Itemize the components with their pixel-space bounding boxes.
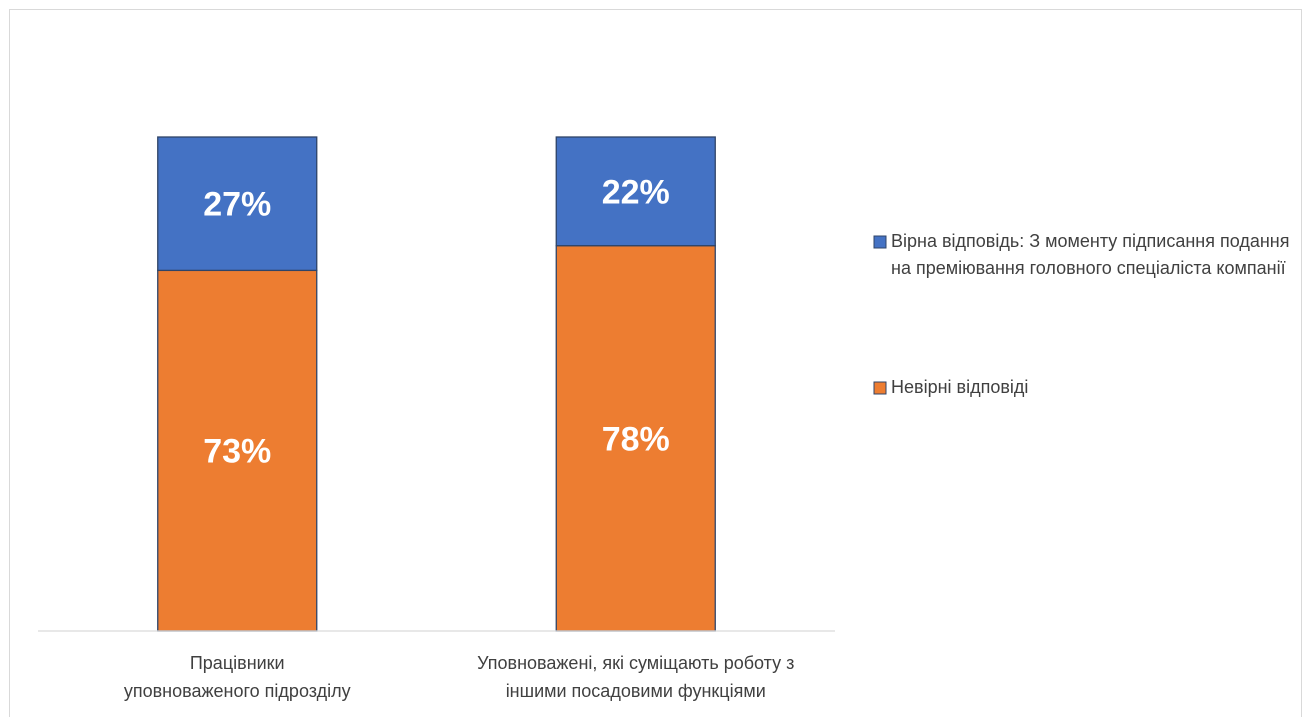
data-label: 27%	[203, 186, 271, 224]
x-tick-label: уповноваженого підрозділу	[124, 681, 351, 701]
x-tick-label: Уповноважені, які суміщають роботу з	[477, 653, 794, 673]
legend-swatch	[873, 381, 887, 395]
data-label: 78%	[602, 420, 670, 458]
bar-segment	[555, 136, 716, 247]
legend-line: на преміювання головного спеціаліста ком…	[891, 258, 1286, 278]
bar-segment	[157, 269, 318, 632]
legend-line: Вірна відповідь: З моменту підписання по…	[891, 231, 1289, 251]
x-tick-label: Працівники	[190, 653, 285, 673]
data-label: 22%	[602, 173, 670, 211]
data-label: 73%	[203, 433, 271, 471]
legend-label: Вірна відповідь: З моменту підписання по…	[891, 231, 1289, 278]
legend-swatch	[873, 235, 887, 249]
bar-segment	[555, 245, 716, 632]
legend-line: Невірні відповіді	[891, 377, 1028, 397]
legend-label: Невірні відповіді	[891, 377, 1028, 397]
bar-segment	[157, 136, 318, 272]
x-tick-label: іншими посадовими функціями	[506, 681, 766, 701]
